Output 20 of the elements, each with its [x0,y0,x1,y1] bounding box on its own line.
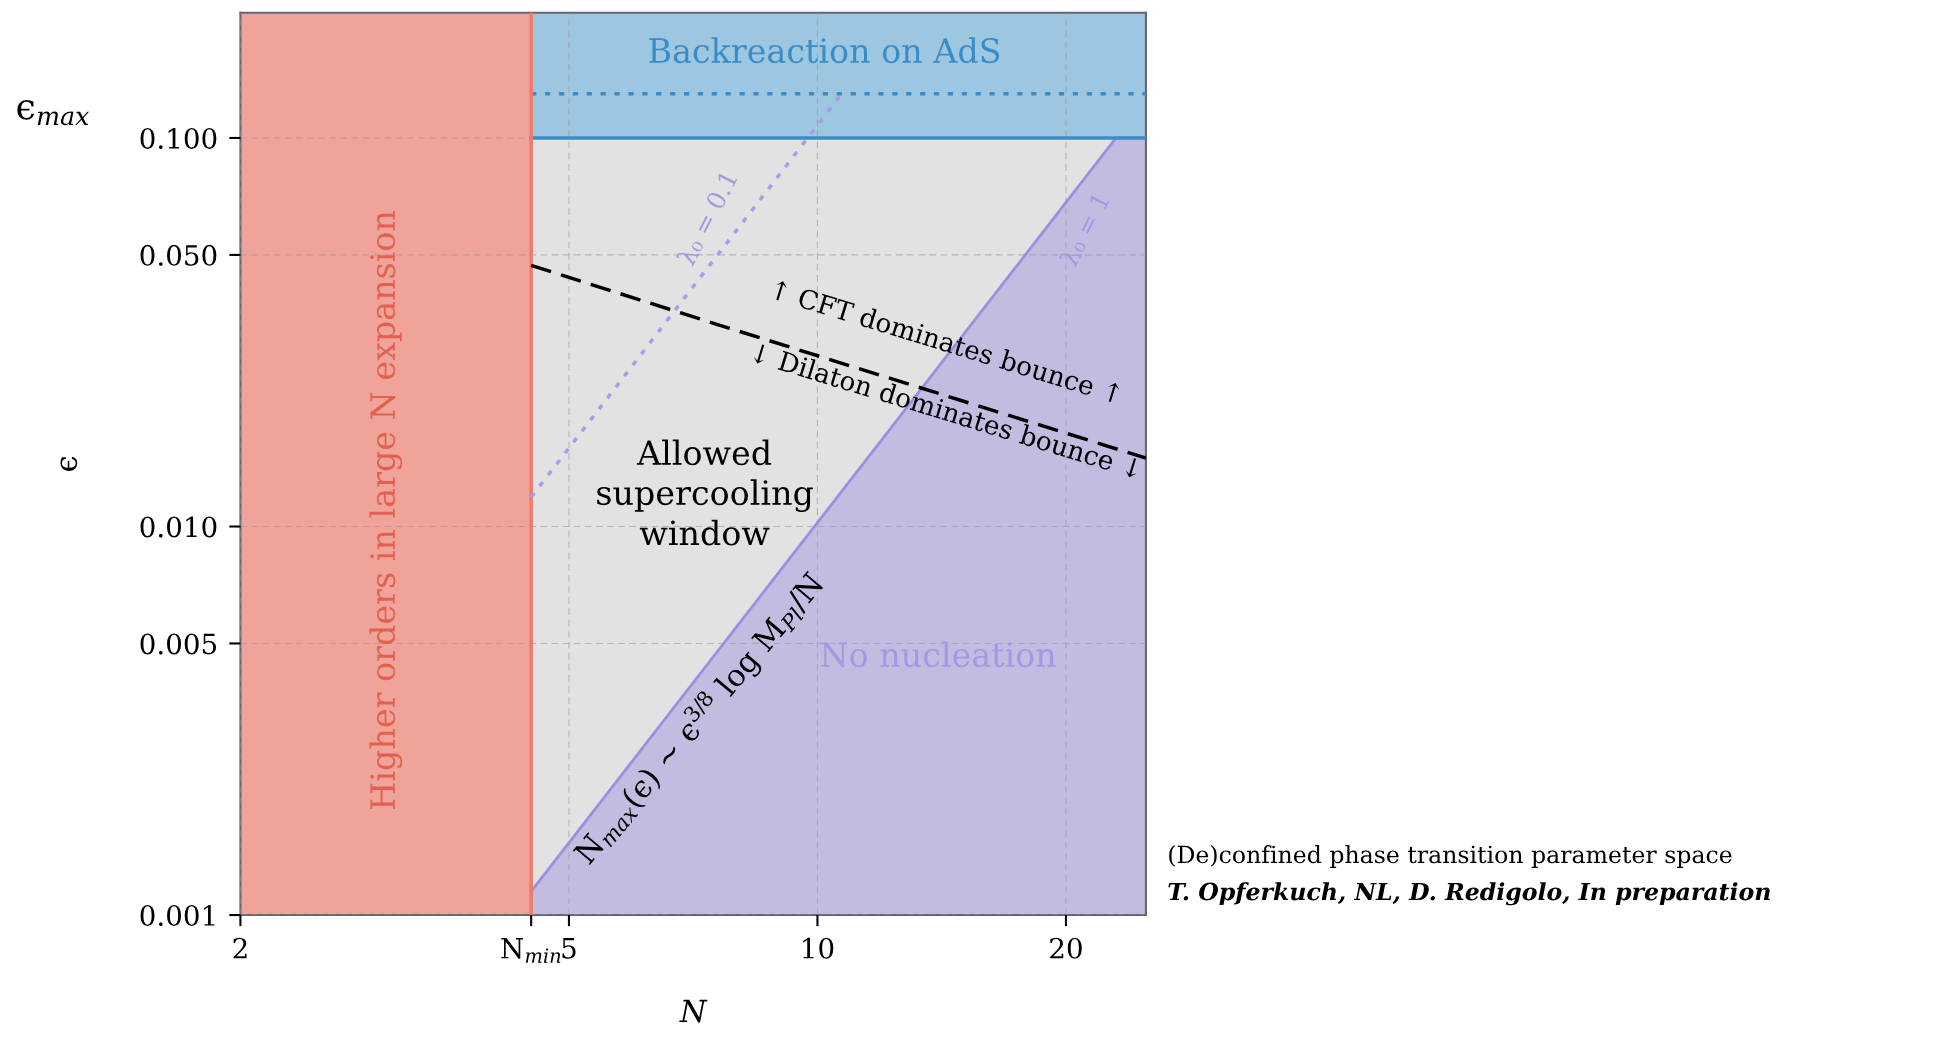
annotation: N$_{max}$(ϵ) ∼ ϵ$^{3/8}$ log M$_{Pl}$/N [572,570,825,866]
x-tick-label: 20 [1050,937,1082,959]
x-tick-label: 2 [233,937,247,959]
annotation: Allowed supercooling window [597,439,813,546]
y-tick-label: 0.001 [140,904,215,926]
annotation: Backreaction on AdS [649,37,1000,64]
y-tick-label: 0.005 [140,633,217,655]
text: (De)confined phase transition parameter space [1169,845,1732,868]
x-tick-label: N$_{min}$ [501,938,561,963]
text: ϵ$_{max}$ [17,100,89,126]
y-tick-label: 0.050 [140,244,217,266]
x-axis-title: N [679,999,708,1023]
annotation: Higher orders in large N expansion [369,211,403,809]
text: T. Opferkuch, NL, D. Redigolo, In preparation [1168,882,1770,906]
x-tick-label: 10 [803,937,834,959]
annotation: λ₀ = 0.1 [675,170,738,267]
y-tick-label: 0.010 [140,516,217,538]
x-tick-label: 5 [562,938,576,959]
y-tick-label: 0.100 [140,127,217,149]
y-axis-title: ϵ [60,456,78,471]
